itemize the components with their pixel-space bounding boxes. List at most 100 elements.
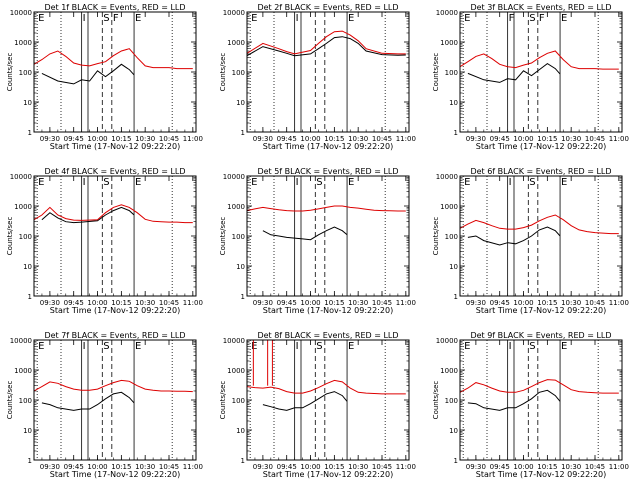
panel-title: Det 9f BLACK = Events, RED = LLD (470, 331, 611, 340)
y-tick-label: 10 (236, 99, 245, 107)
x-tick-label: 10:00 (300, 299, 320, 307)
x-tick-label: 10:00 (87, 463, 107, 471)
series-line-lld (33, 379, 193, 393)
y-tick-label: 10 (236, 427, 245, 435)
x-tick-label: 10:45 (372, 299, 392, 307)
panel-title: Det 8f BLACK = Events, RED = LLD (257, 331, 398, 340)
x-axis-title: Start Time (17-Nov-12 09:22:20) (263, 142, 393, 151)
x-tick-label: 10:45 (372, 135, 392, 143)
x-axis-title: Start Time (17-Nov-12 09:22:20) (263, 470, 393, 479)
y-tick-label: 1000 (14, 39, 32, 47)
series-line-events (246, 36, 406, 57)
marker-label: I (509, 177, 512, 188)
marker-label: I (83, 341, 86, 352)
x-tick-label: 10:15 (537, 463, 557, 471)
y-tick-label: 100 (232, 397, 245, 405)
x-axis-title: Start Time (17-Nov-12 09:22:20) (476, 470, 606, 479)
x-tick-label: 10:00 (87, 299, 107, 307)
marker-label: I (509, 341, 512, 352)
y-tick-label: 1000 (440, 367, 458, 375)
x-tick-label: 11:00 (183, 463, 203, 471)
marker-label: I (296, 341, 299, 352)
y-tick-label: 1000 (227, 39, 245, 47)
x-tick-label: 11:00 (609, 299, 629, 307)
series-line-lld (246, 379, 406, 395)
series-line-lld (459, 379, 619, 394)
x-tick-label: 10:45 (585, 299, 605, 307)
marker-label: S (316, 177, 322, 188)
marker-label: E (348, 13, 354, 24)
y-axis-title: Counts/sec (432, 217, 440, 256)
x-tick-label: 10:00 (300, 463, 320, 471)
marker-label: E (464, 13, 470, 24)
y-tick-label: 1000 (14, 367, 32, 375)
x-tick-label: 10:15 (537, 135, 557, 143)
y-tick-label: 1000 (227, 367, 245, 375)
x-tick-label: 10:15 (324, 299, 344, 307)
x-tick-label: 10:30 (348, 135, 368, 143)
marker-label: E (38, 177, 44, 188)
y-tick-label: 10 (23, 99, 32, 107)
marker-label: E (464, 177, 470, 188)
marker-label: S (529, 13, 535, 24)
marker-label: F (539, 13, 545, 24)
series-line-events (467, 389, 561, 411)
marker-label: E (135, 341, 141, 352)
y-tick-label: 1 (28, 129, 32, 137)
y-tick-label: 100 (232, 69, 245, 77)
x-tick-label: 10:30 (348, 463, 368, 471)
marker-label: E (251, 177, 257, 188)
x-tick-label: 09:30 (253, 135, 273, 143)
x-tick-label: 11:00 (609, 463, 629, 471)
y-tick-label: 10 (449, 99, 458, 107)
marker-label: E (251, 341, 257, 352)
marker-label: S (103, 13, 109, 24)
y-tick-label: 10000 (436, 173, 458, 181)
marker-label: E (561, 341, 567, 352)
y-tick-label: 1000 (227, 203, 245, 211)
y-tick-label: 1000 (14, 203, 32, 211)
x-tick-label: 09:45 (277, 299, 297, 307)
series-line-events (41, 63, 135, 85)
y-tick-label: 10000 (10, 173, 32, 181)
x-tick-label: 11:00 (183, 135, 203, 143)
y-tick-label: 100 (19, 233, 32, 241)
y-tick-label: 100 (19, 397, 32, 405)
x-tick-label: 09:45 (64, 299, 84, 307)
x-axis-title: Start Time (17-Nov-12 09:22:20) (50, 142, 180, 151)
x-tick-label: 10:15 (324, 463, 344, 471)
y-tick-label: 10 (23, 427, 32, 435)
x-tick-label: 09:30 (40, 299, 60, 307)
series-line-lld (246, 30, 406, 55)
panel-title: Det 4f BLACK = Events, RED = LLD (44, 167, 185, 176)
y-tick-label: 100 (445, 397, 458, 405)
marker-label: E (38, 13, 44, 24)
x-tick-label: 10:30 (561, 135, 581, 143)
marker-label: E (464, 341, 470, 352)
x-tick-label: 09:30 (253, 299, 273, 307)
y-tick-label: 10 (449, 427, 458, 435)
y-tick-label: 100 (445, 69, 458, 77)
x-tick-label: 10:45 (159, 299, 179, 307)
y-axis-title: Counts/sec (432, 53, 440, 92)
y-tick-label: 1 (454, 457, 458, 465)
panel-title: Det 1f BLACK = Events, RED = LLD (44, 3, 185, 12)
x-tick-label: 10:30 (135, 299, 155, 307)
x-tick-label: 09:30 (40, 135, 60, 143)
x-tick-label: 10:45 (372, 463, 392, 471)
y-axis-title: Counts/sec (219, 381, 227, 420)
y-tick-label: 10000 (436, 337, 458, 345)
series-line-lld (33, 48, 193, 70)
series-line-events (467, 226, 561, 246)
x-tick-label: 10:30 (561, 463, 581, 471)
marker-label: E (561, 13, 567, 24)
x-tick-label: 11:00 (609, 135, 629, 143)
x-axis-title: Start Time (17-Nov-12 09:22:20) (263, 306, 393, 315)
